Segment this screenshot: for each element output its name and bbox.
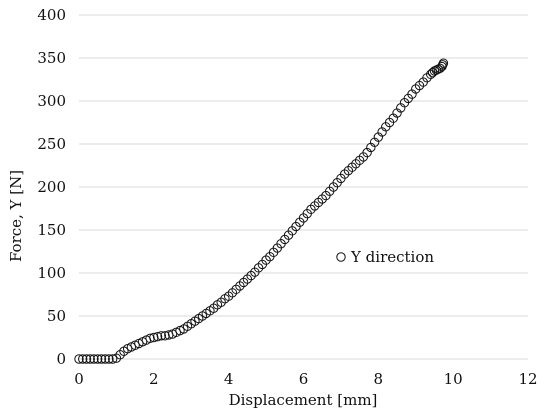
x-axis-title: Displacement [mm]: [229, 391, 378, 409]
y-tick-label: 100: [37, 264, 66, 282]
gridlines: [79, 14, 528, 317]
data-point: [149, 332, 159, 343]
data-point: [435, 63, 445, 74]
x-tick-label: 8: [374, 370, 384, 388]
y-tick-label: 400: [37, 6, 66, 24]
y-tick-label: 150: [37, 221, 66, 239]
data-point: [85, 354, 95, 364]
data-point: [81, 354, 92, 364]
data-point: [438, 58, 449, 68]
y-tick-label: 350: [37, 49, 66, 67]
data-point: [78, 354, 88, 364]
data-point: [89, 354, 99, 364]
data-point: [145, 333, 155, 344]
x-tick-label: 6: [299, 370, 309, 388]
data-point: [160, 331, 170, 341]
y-tick-label: 200: [37, 178, 66, 196]
y-tick-label: 50: [47, 307, 66, 325]
x-tick-label: 0: [74, 370, 84, 388]
y-tick-label: 250: [37, 135, 66, 153]
y-tick-labels: 0 50 100 150 200 250 300 350 400: [37, 6, 66, 368]
x-tick-labels: 0 2 4 6 8 10 12: [74, 370, 537, 388]
legend-marker-y-direction: [336, 252, 346, 262]
series-y-direction: [74, 58, 449, 364]
x-tick-label: 12: [518, 370, 537, 388]
data-point: [156, 331, 167, 341]
x-tick-label: 4: [224, 370, 234, 388]
data-point: [104, 354, 114, 364]
data-point: [100, 354, 110, 364]
x-tick-label: 10: [444, 370, 463, 388]
legend: Y direction: [336, 248, 434, 266]
x-tick-label: 2: [149, 370, 159, 388]
data-point: [93, 354, 103, 364]
data-point: [107, 354, 118, 364]
y-tick-label: 300: [37, 92, 66, 110]
y-tick-label: 0: [56, 350, 66, 368]
data-point: [152, 331, 163, 342]
data-point: [74, 354, 84, 364]
y-axis-title: Force, Y [N]: [7, 170, 25, 262]
data-point: [96, 354, 107, 364]
legend-label-y-direction: Y direction: [350, 248, 434, 266]
